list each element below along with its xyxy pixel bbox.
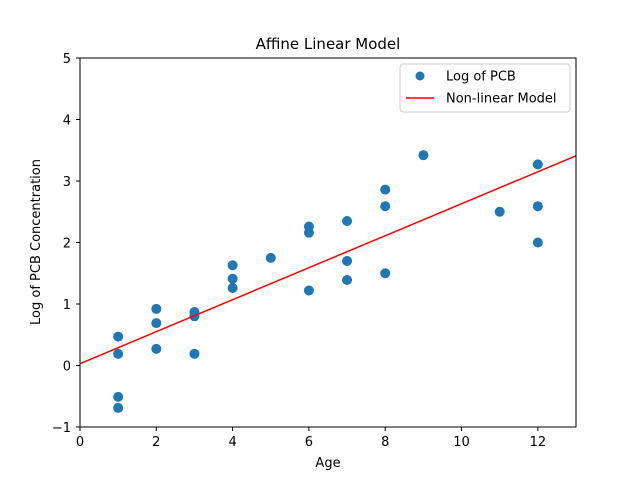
data-point xyxy=(380,201,391,212)
data-point xyxy=(418,150,429,161)
data-point xyxy=(151,318,162,329)
data-point xyxy=(303,227,314,238)
x-tick-label: 2 xyxy=(152,435,160,450)
data-point xyxy=(113,391,124,402)
legend: Log of PCB Non-linear Model xyxy=(399,63,571,113)
y-tick-label: 5 xyxy=(63,52,71,67)
data-point xyxy=(227,260,238,271)
data-point xyxy=(342,275,353,286)
data-point xyxy=(532,237,543,248)
data-point xyxy=(151,343,162,354)
legend-entry-label: Log of PCB xyxy=(446,70,516,85)
y-tick-label: 1 xyxy=(63,298,71,313)
data-point xyxy=(151,303,162,314)
data-point xyxy=(532,159,543,170)
data-point xyxy=(227,273,238,284)
data-point xyxy=(227,283,238,294)
data-point xyxy=(342,215,353,226)
legend-box xyxy=(399,63,571,113)
data-point xyxy=(113,348,124,359)
data-point xyxy=(113,331,124,342)
model-line xyxy=(80,155,576,365)
y-tick-label: −1 xyxy=(52,421,71,436)
x-tick-label: 10 xyxy=(453,435,470,450)
legend-entry-label: Non-linear Model xyxy=(446,92,557,107)
data-point xyxy=(380,184,391,195)
x-tick-label: 8 xyxy=(381,435,389,450)
data-point xyxy=(303,285,314,296)
data-point xyxy=(380,268,391,279)
legend-marker-swatch xyxy=(415,71,425,81)
y-tick-label: 4 xyxy=(63,114,71,129)
x-axis-label: Age xyxy=(315,456,340,471)
data-point xyxy=(532,201,543,212)
x-tick-label: 12 xyxy=(530,435,547,450)
data-point xyxy=(113,402,124,413)
y-axis-label: Log of PCB Concentration xyxy=(29,159,44,325)
data-point xyxy=(342,255,353,266)
y-tick-label: 2 xyxy=(63,237,71,252)
data-point xyxy=(189,348,200,359)
data-point xyxy=(265,252,276,263)
x-tick-label: 0 xyxy=(76,435,84,450)
y-tick-label: 3 xyxy=(63,175,71,190)
x-tick-label: 4 xyxy=(228,435,236,450)
y-tick-label: 0 xyxy=(63,360,71,375)
chart-title: Affine Linear Model xyxy=(256,35,401,53)
data-point xyxy=(494,206,505,217)
x-tick-label: 6 xyxy=(305,435,313,450)
